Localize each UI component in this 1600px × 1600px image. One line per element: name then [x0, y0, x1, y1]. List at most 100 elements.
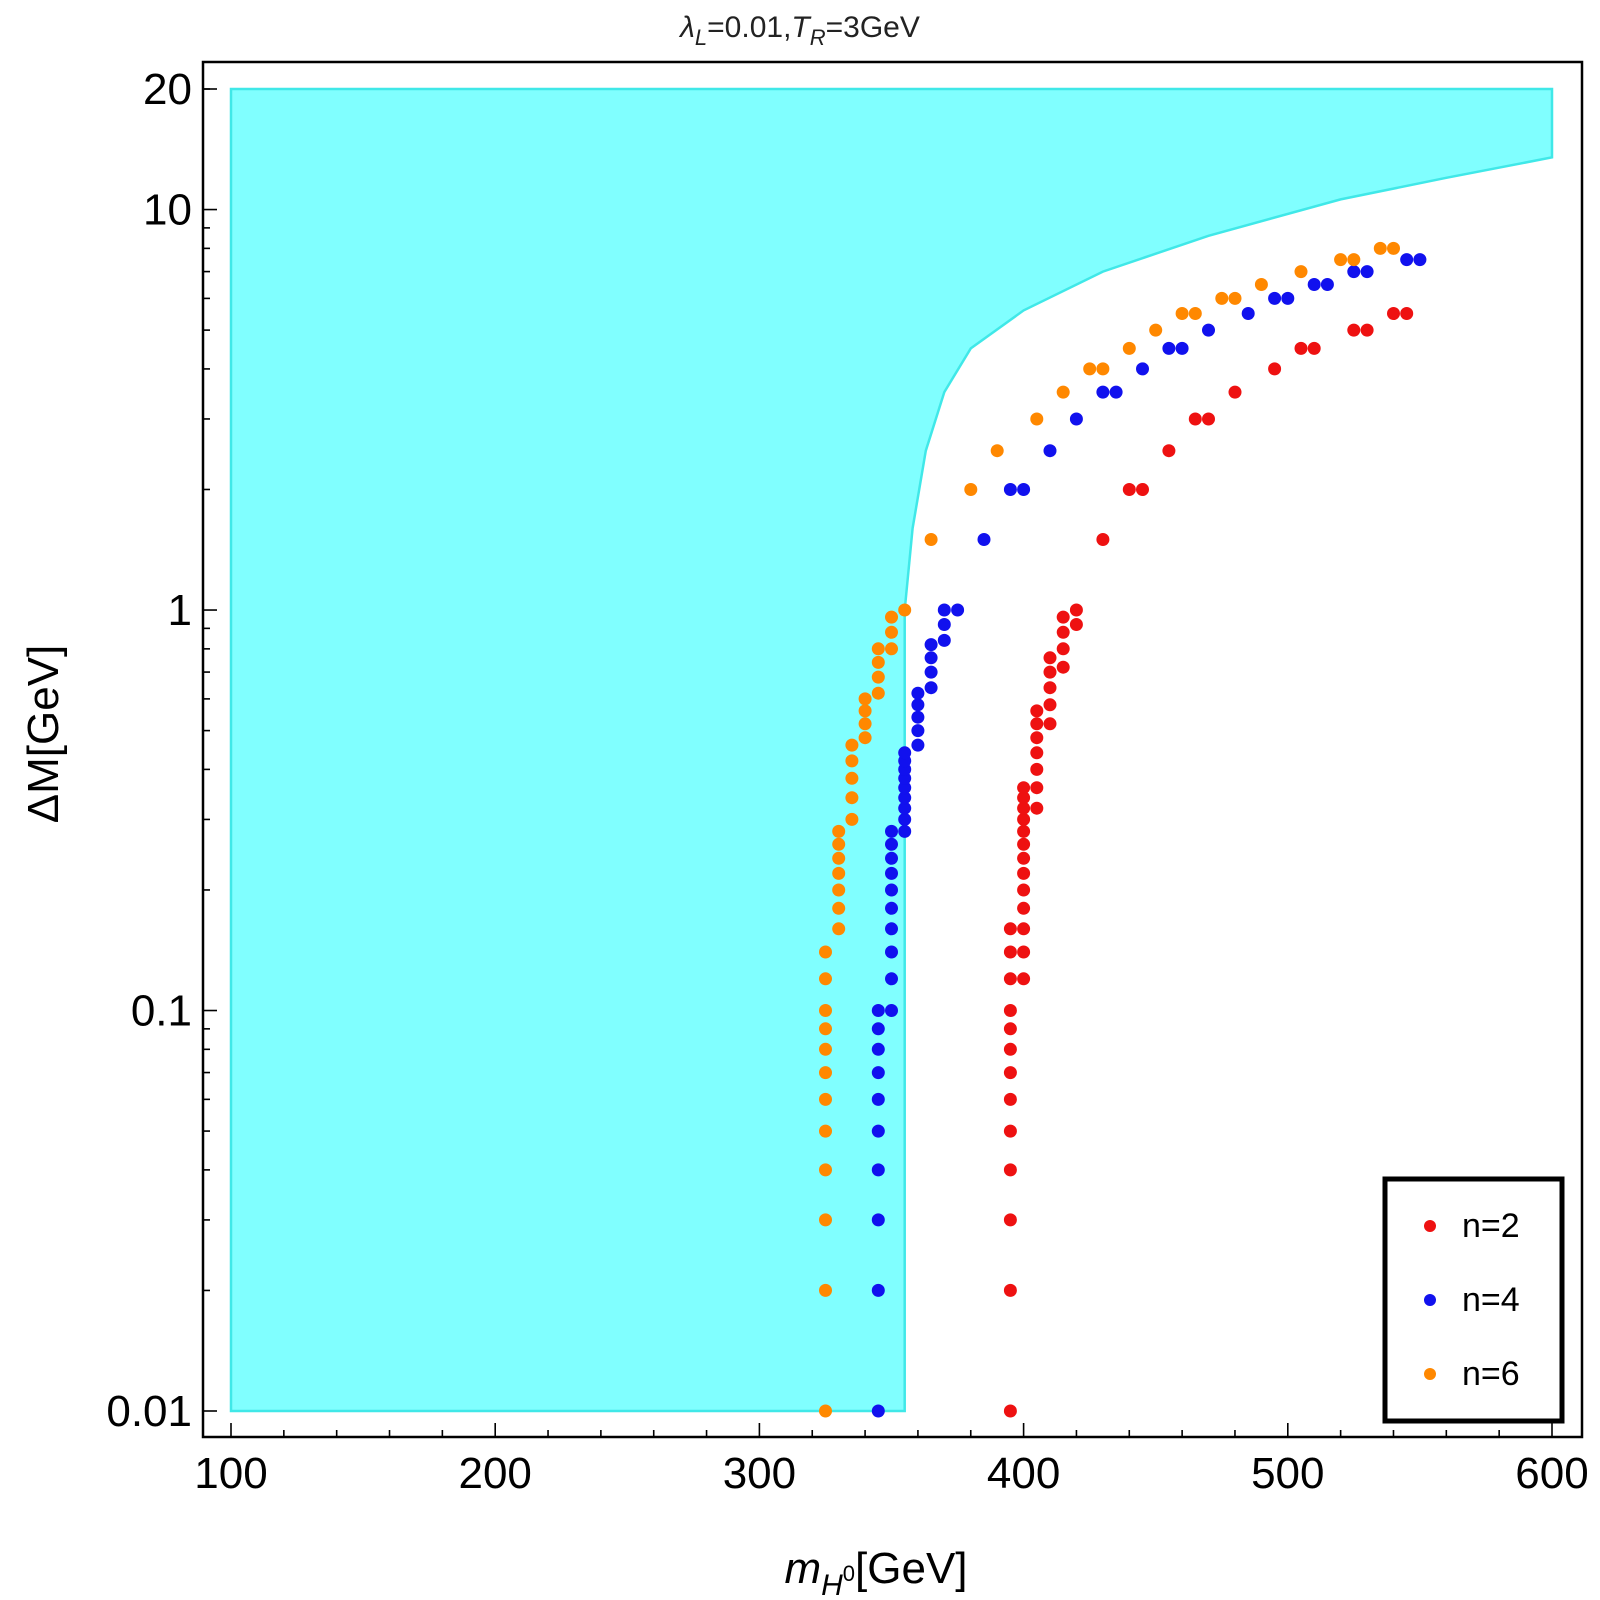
data-point — [1083, 362, 1097, 376]
legend-box — [1382, 1176, 1565, 1424]
data-point — [1043, 665, 1057, 679]
data-point — [1228, 385, 1242, 399]
data-point — [898, 781, 912, 795]
data-point — [1017, 851, 1031, 865]
legend-label-n2: n=2 — [1462, 1207, 1520, 1245]
tick-labels-layer: 100 200 300 400 500 600 0.01 0.1 1 10 20 — [106, 65, 1588, 1498]
data-point — [1003, 1283, 1017, 1297]
data-point — [1109, 385, 1123, 399]
data-point — [885, 824, 898, 838]
data-point — [1202, 412, 1215, 426]
data-point — [1096, 385, 1110, 399]
data-point — [1294, 265, 1308, 279]
data-point — [1017, 483, 1031, 496]
data-point — [819, 1163, 832, 1177]
data-point — [1003, 1004, 1017, 1017]
data-point — [911, 710, 925, 724]
data-point — [819, 1022, 832, 1036]
data-point — [845, 771, 859, 785]
excluded-region — [229, 87, 1554, 1413]
data-point — [1017, 791, 1031, 805]
data-point — [1228, 291, 1242, 305]
data-point — [1096, 362, 1110, 376]
data-point — [1003, 945, 1017, 959]
data-point — [1030, 731, 1044, 745]
data-point — [1017, 837, 1031, 851]
data-point — [1030, 781, 1044, 795]
data-point — [911, 724, 925, 738]
data-point — [1400, 253, 1414, 267]
data-point — [1136, 483, 1149, 496]
data-point — [1003, 1213, 1017, 1227]
data-point — [1017, 866, 1031, 880]
data-point — [1043, 698, 1057, 712]
data-point — [1281, 291, 1295, 305]
data-point — [871, 1124, 885, 1138]
data-point — [1413, 253, 1427, 267]
data-point — [1056, 385, 1070, 399]
data-point — [871, 1042, 885, 1056]
data-point — [871, 1092, 885, 1106]
data-point — [1003, 1124, 1017, 1138]
y-tick-label: 20 — [143, 65, 192, 114]
data-point — [1320, 278, 1334, 291]
data-point — [832, 851, 846, 865]
data-point — [1056, 642, 1070, 656]
data-point — [819, 1213, 832, 1227]
data-point — [1056, 625, 1070, 639]
data-point — [885, 625, 898, 639]
data-point — [845, 812, 859, 826]
data-point — [1043, 444, 1057, 458]
data-point — [924, 638, 938, 652]
data-point — [845, 738, 859, 752]
data-point — [819, 945, 832, 959]
data-point — [858, 704, 872, 718]
data-point — [885, 866, 898, 880]
data-point — [1175, 341, 1189, 355]
data-point — [871, 642, 885, 656]
data-point — [1043, 681, 1057, 695]
data-point — [924, 533, 938, 546]
data-point — [832, 883, 846, 897]
data-point — [1003, 1022, 1017, 1036]
data-point — [1096, 533, 1110, 546]
data-point — [885, 851, 898, 865]
data-point — [1056, 610, 1070, 624]
data-point — [964, 483, 978, 496]
data-point — [871, 1283, 885, 1297]
data-point — [832, 824, 846, 838]
data-point — [1162, 341, 1176, 355]
data-point — [951, 603, 965, 617]
data-point — [1017, 812, 1031, 826]
data-point — [858, 731, 872, 745]
data-point — [1347, 323, 1361, 337]
data-point — [924, 665, 938, 679]
x-tick-label: 500 — [1251, 1449, 1324, 1498]
legend-marker-n6 — [1424, 1368, 1436, 1380]
data-point — [885, 610, 898, 624]
data-point — [1122, 483, 1136, 496]
data-point — [1360, 323, 1374, 337]
data-point — [1003, 972, 1017, 986]
data-point — [1188, 307, 1202, 320]
data-point — [1149, 323, 1163, 337]
data-point — [1030, 412, 1044, 426]
data-point — [937, 603, 951, 617]
data-point — [1069, 412, 1083, 426]
data-point — [819, 1283, 832, 1297]
data-point — [885, 837, 898, 851]
y-tick-label: 1 — [168, 586, 192, 635]
data-point — [885, 883, 898, 897]
data-point — [1017, 883, 1031, 897]
data-point — [1307, 278, 1321, 291]
legend-label-n4: n=4 — [1462, 1281, 1520, 1319]
data-point — [898, 824, 912, 838]
data-point — [1003, 1066, 1017, 1080]
x-tick-label: 100 — [194, 1449, 267, 1498]
excluded-region-layer — [229, 87, 1554, 1413]
data-point — [1069, 603, 1083, 617]
data-point — [832, 866, 846, 880]
data-point — [1215, 291, 1229, 305]
data-point — [1347, 253, 1361, 267]
data-point — [885, 922, 898, 936]
